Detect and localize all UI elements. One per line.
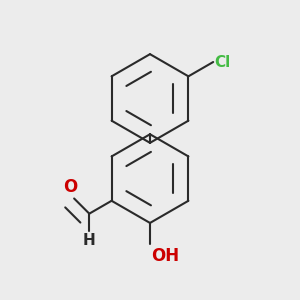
- Text: H: H: [83, 233, 96, 248]
- Text: O: O: [64, 178, 78, 196]
- Text: Cl: Cl: [214, 55, 231, 70]
- Text: OH: OH: [152, 247, 180, 265]
